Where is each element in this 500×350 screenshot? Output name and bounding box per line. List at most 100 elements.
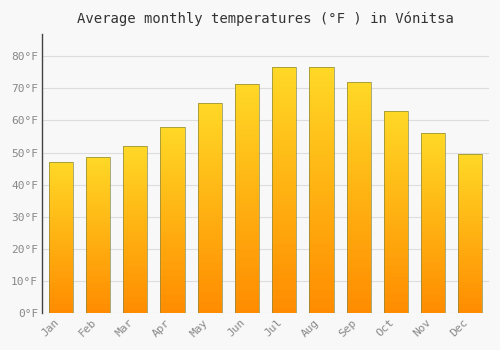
Bar [160, 134, 184, 138]
Bar [86, 282, 110, 285]
Bar [458, 215, 482, 218]
Bar [123, 183, 148, 186]
Bar [198, 187, 222, 191]
Bar [272, 250, 296, 254]
Bar [160, 254, 184, 257]
Bar [235, 309, 259, 313]
Bar [160, 268, 184, 272]
Bar [384, 285, 408, 289]
Bar [160, 287, 184, 291]
Bar [49, 202, 73, 204]
Bar [49, 241, 73, 244]
Bar [310, 289, 334, 294]
Bar [346, 151, 370, 156]
Bar [86, 292, 110, 295]
Bar [458, 294, 482, 297]
Bar [310, 210, 334, 215]
Bar [86, 232, 110, 236]
Bar [458, 208, 482, 211]
Bar [272, 289, 296, 294]
Bar [384, 248, 408, 253]
Bar [272, 186, 296, 190]
Bar [458, 278, 482, 281]
Bar [235, 93, 259, 97]
Bar [272, 195, 296, 200]
Bar [346, 179, 370, 184]
Bar [198, 292, 222, 296]
Bar [421, 310, 445, 313]
Bar [198, 145, 222, 149]
Bar [421, 274, 445, 277]
Bar [160, 172, 184, 175]
Bar [272, 210, 296, 215]
Bar [160, 187, 184, 190]
Bar [384, 131, 408, 135]
Bar [123, 257, 148, 260]
Bar [346, 267, 370, 272]
Bar [458, 221, 482, 224]
Bar [384, 257, 408, 261]
Bar [421, 151, 445, 155]
Bar [272, 87, 296, 92]
Bar [384, 273, 408, 277]
Bar [86, 201, 110, 204]
Bar [421, 252, 445, 256]
Bar [458, 272, 482, 275]
Bar [49, 301, 73, 304]
Bar [421, 144, 445, 148]
Bar [384, 111, 408, 313]
Bar [123, 220, 148, 223]
Bar [160, 284, 184, 287]
Bar [49, 262, 73, 265]
Bar [310, 117, 334, 121]
Bar [458, 291, 482, 294]
Bar [235, 189, 259, 194]
Bar [160, 194, 184, 198]
Bar [86, 288, 110, 292]
Bar [421, 245, 445, 248]
Bar [49, 180, 73, 183]
Bar [272, 151, 296, 156]
Bar [421, 195, 445, 198]
Bar [310, 284, 334, 289]
Bar [160, 224, 184, 228]
Bar [198, 178, 222, 183]
Bar [235, 175, 259, 180]
Bar [86, 229, 110, 232]
Bar [198, 132, 222, 137]
Bar [49, 310, 73, 313]
Bar [272, 181, 296, 186]
Bar [346, 110, 370, 114]
Bar [346, 281, 370, 286]
Bar [49, 223, 73, 226]
Bar [86, 170, 110, 173]
Bar [86, 195, 110, 198]
Bar [458, 262, 482, 266]
Bar [346, 165, 370, 170]
Bar [49, 292, 73, 295]
Bar [235, 254, 259, 258]
Bar [49, 247, 73, 250]
Bar [49, 214, 73, 217]
Bar [421, 270, 445, 274]
Bar [123, 213, 148, 216]
Bar [235, 231, 259, 235]
Bar [421, 205, 445, 209]
Bar [160, 302, 184, 306]
Bar [458, 266, 482, 269]
Bar [160, 161, 184, 164]
Bar [421, 220, 445, 223]
Bar [346, 221, 370, 225]
Bar [86, 298, 110, 301]
Bar [458, 218, 482, 221]
Bar [123, 280, 148, 283]
Bar [49, 229, 73, 232]
Bar [384, 111, 408, 115]
Bar [458, 196, 482, 199]
Bar [123, 253, 148, 257]
Bar [49, 280, 73, 283]
Bar [384, 309, 408, 313]
Bar [235, 286, 259, 290]
Bar [160, 265, 184, 268]
Bar [235, 194, 259, 198]
